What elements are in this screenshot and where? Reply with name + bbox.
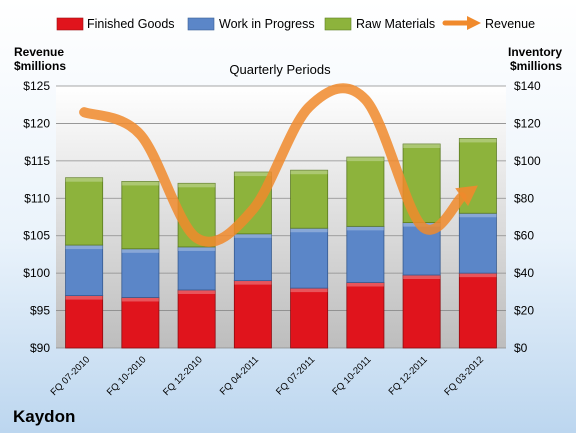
bar-highlight-finished-goods — [65, 295, 103, 300]
bar-highlight-raw-materials — [178, 183, 216, 188]
revenue-line-path — [79, 83, 467, 247]
bar-finished-goods — [402, 274, 441, 349]
right-axis-tick: $40 — [514, 266, 534, 280]
bar-highlight-work-in-progress — [121, 248, 159, 253]
right-axis-tick-labels: $0 $20 $40 $60 $80 $100 $120 $140 — [514, 79, 541, 355]
bar-highlight-raw-materials — [121, 181, 159, 186]
bar-finished-goods — [346, 282, 385, 349]
right-axis-title-line1: Inventory — [508, 45, 562, 59]
right-axis-tick: $60 — [514, 229, 534, 243]
legend-label-revenue: Revenue — [485, 17, 535, 31]
legend-swatch-raw-materials — [324, 17, 352, 31]
legend-revenue-arrowhead-icon — [467, 16, 481, 30]
bar-raw-materials — [65, 177, 104, 246]
bar-work-in-progress — [65, 244, 104, 296]
bar-raw-materials — [346, 156, 385, 227]
left-axis-tick: $90 — [30, 341, 50, 355]
bar-highlight-raw-materials — [346, 157, 384, 162]
bar-highlight-raw-materials — [403, 144, 441, 149]
bar-highlight-work-in-progress — [178, 246, 216, 251]
bar-finished-goods — [65, 295, 104, 349]
bar-highlight-raw-materials — [234, 172, 272, 177]
bar-highlight-work-in-progress — [346, 226, 384, 231]
bar-raw-materials — [121, 181, 160, 250]
company-name: Kaydon — [13, 407, 75, 426]
bar-finished-goods — [177, 289, 216, 349]
bar-highlight-finished-goods — [346, 282, 384, 287]
bar-highlight-work-in-progress — [290, 228, 328, 233]
legend-label-work-in-progress: Work in Progress — [219, 17, 315, 31]
right-axis-title-line2: $millions — [510, 59, 562, 73]
bar-highlight-finished-goods — [178, 289, 216, 294]
bar-work-in-progress — [233, 233, 272, 282]
right-axis-tick: $100 — [514, 154, 541, 168]
legend-swatch-work-in-progress — [187, 17, 215, 31]
bar-work-in-progress — [346, 225, 385, 283]
bar-work-in-progress — [290, 227, 329, 289]
bar-work-in-progress — [177, 246, 216, 291]
right-axis-tick: $120 — [514, 116, 541, 130]
left-axis-title-line2: $millions — [14, 59, 66, 73]
left-axis-tick: $125 — [23, 79, 50, 93]
bar-highlight-work-in-progress — [65, 245, 103, 250]
left-axis-tick: $100 — [23, 266, 50, 280]
bar-raw-materials — [458, 137, 497, 214]
left-axis-tick-labels: $90 $95 $100 $105 $110 $115 $120 $125 — [23, 79, 50, 355]
right-axis-tick: $0 — [514, 341, 528, 355]
bar-highlight-finished-goods — [459, 273, 497, 278]
left-axis-tick: $110 — [24, 191, 50, 205]
left-axis-title-line1: Revenue — [14, 45, 64, 59]
left-axis-tick: $95 — [30, 304, 50, 318]
bar-finished-goods — [458, 272, 497, 349]
legend: Finished Goods Work in Progress Raw Mate… — [56, 16, 535, 31]
bar-highlight-finished-goods — [234, 280, 272, 285]
legend-swatch-finished-goods — [56, 17, 84, 31]
bar-highlight-work-in-progress — [234, 233, 272, 238]
legend-label-raw-materials: Raw Materials — [356, 17, 435, 31]
bar-finished-goods — [290, 287, 329, 349]
revenue-line — [79, 83, 478, 247]
bar-finished-goods — [233, 280, 272, 349]
bar-finished-goods — [121, 297, 160, 349]
left-axis-tick: $115 — [24, 154, 50, 168]
revenue-arrowhead — [455, 185, 478, 207]
bar-highlight-work-in-progress — [459, 213, 497, 218]
bar-highlight-finished-goods — [121, 297, 159, 302]
left-axis-tick: $120 — [23, 116, 50, 130]
legend-label-finished-goods: Finished Goods — [87, 17, 175, 31]
bar-highlight-raw-materials — [65, 177, 103, 182]
bar-highlight-finished-goods — [290, 288, 328, 293]
bar-groups — [65, 137, 497, 349]
bar-highlight-raw-materials — [290, 170, 328, 175]
bar-raw-materials — [290, 169, 329, 229]
bar-highlight-raw-materials — [459, 138, 497, 143]
right-axis-tick: $20 — [514, 304, 534, 318]
right-axis-tick: $140 — [514, 79, 541, 93]
chart-subtitle: Quarterly Periods — [229, 62, 331, 77]
bar-highlight-finished-goods — [403, 275, 441, 280]
bar-work-in-progress — [121, 248, 160, 298]
bar-work-in-progress — [458, 212, 497, 274]
left-axis-tick: $105 — [23, 229, 50, 243]
right-axis-tick: $80 — [514, 191, 534, 205]
